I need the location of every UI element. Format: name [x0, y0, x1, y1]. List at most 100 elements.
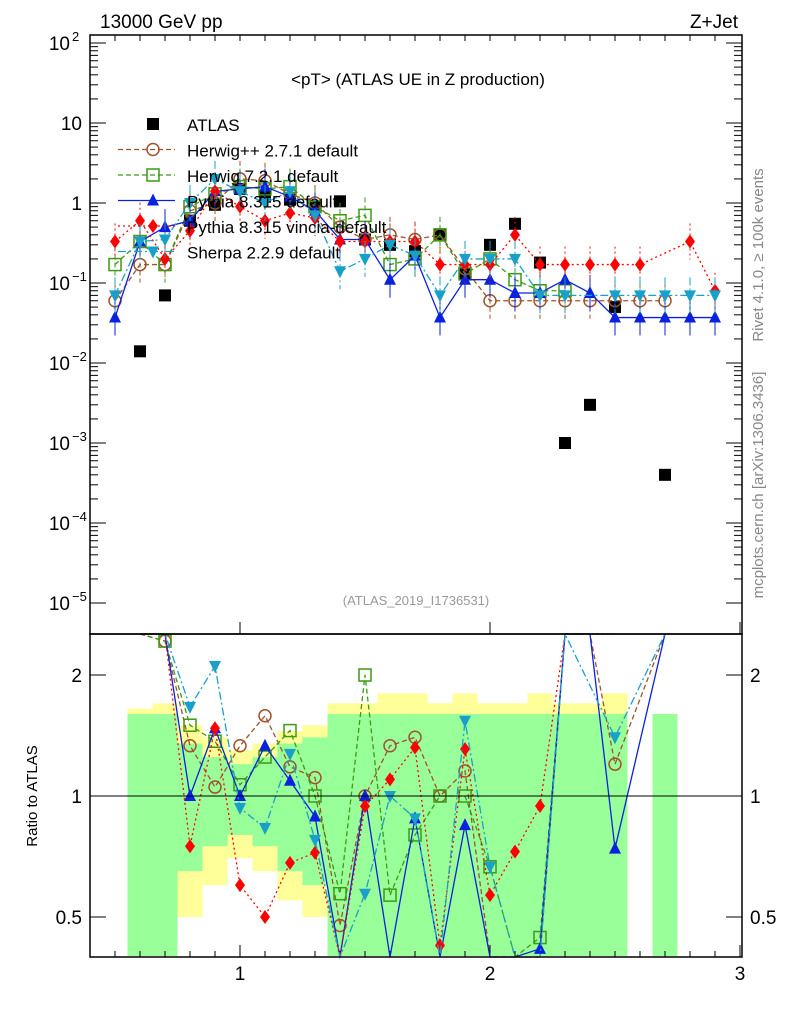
ratio-y-label: Ratio to ATLAS — [24, 745, 41, 846]
data-point — [684, 310, 696, 323]
ratio-point — [185, 839, 195, 854]
ratio-y-tick-label: 2 — [71, 666, 82, 687]
header-right: Z+Jet — [690, 12, 739, 33]
data-point — [635, 257, 645, 272]
data-point — [359, 253, 371, 266]
ratio-point — [184, 701, 196, 714]
ratio-point — [183, 739, 197, 753]
data-point — [209, 173, 221, 186]
data-point — [560, 257, 570, 272]
x-tick-label: 2 — [485, 964, 496, 985]
ratio-point — [360, 799, 370, 814]
ratio-point — [609, 732, 621, 745]
header-left: 13000 GeV pp — [100, 12, 223, 33]
data-point — [259, 198, 271, 210]
data-point — [709, 290, 721, 303]
ratio-band-green — [352, 713, 378, 956]
ratio-point — [184, 789, 196, 801]
ratio-point — [333, 886, 347, 901]
y-tick-exponent: −1 — [72, 269, 87, 284]
data-point — [459, 253, 471, 266]
ratio-band-green — [602, 713, 628, 956]
ratio-point — [484, 861, 496, 874]
data-point — [484, 272, 496, 285]
ratio-point — [233, 739, 247, 753]
legend-marker — [148, 219, 158, 233]
legend-marker — [146, 142, 160, 157]
y-tick-exponent: 2 — [72, 29, 79, 44]
ratio-point — [283, 723, 297, 738]
x-tick-label: 3 — [735, 964, 746, 985]
ratio-point — [383, 888, 397, 902]
ratio-point — [210, 721, 220, 736]
data-point — [234, 186, 246, 199]
data-point — [609, 290, 621, 303]
data-point — [610, 257, 620, 272]
data-point — [484, 253, 496, 266]
ratio-band-green — [652, 713, 678, 956]
data-point — [659, 290, 671, 303]
y-tick-exponent: −4 — [72, 509, 87, 524]
rivet-label: Rivet 4.1.0, ≥ 100k events — [750, 168, 767, 341]
ratio-point — [309, 834, 321, 847]
data-point — [134, 345, 146, 358]
ratio-point — [383, 739, 397, 753]
ratio-y-tick-label: 0.5 — [56, 908, 82, 929]
y-tick-label: 10 — [49, 354, 70, 375]
ratio-point — [485, 888, 495, 903]
ratio-point — [259, 738, 271, 751]
ratio-point — [534, 941, 546, 954]
ratio-band-green — [577, 713, 603, 956]
legend-label: Herwig 7.2.1 default — [187, 167, 338, 186]
legend-marker — [146, 168, 160, 182]
ratio-band-green — [152, 713, 178, 956]
chart-title: <pT> (ATLAS UE in Z production) — [291, 70, 545, 89]
data-point — [609, 310, 621, 323]
ratio-point — [435, 938, 445, 953]
series-line — [114, 178, 715, 297]
data-point — [384, 272, 396, 285]
y-tick-label: 10 — [49, 34, 70, 55]
ratio-point — [208, 780, 222, 794]
ratio-band-green — [477, 713, 503, 956]
data-point — [334, 195, 346, 208]
data-point — [435, 257, 445, 272]
data-point — [109, 310, 121, 323]
ratio-point — [459, 715, 471, 728]
data-point — [509, 253, 521, 266]
ratio-point — [608, 757, 622, 771]
series-4 — [110, 173, 720, 958]
legend-marker — [147, 193, 159, 206]
data-point — [160, 251, 170, 266]
ratio-band-green — [427, 713, 453, 956]
data-point — [335, 234, 345, 249]
series-5 — [109, 160, 721, 960]
data-point — [384, 239, 396, 252]
data-point — [659, 310, 671, 323]
data-point — [634, 310, 646, 323]
ratio-band-green — [202, 757, 228, 847]
ratio-point — [234, 803, 246, 816]
ratio-point — [260, 910, 270, 924]
y-tick-label: 10 — [49, 594, 70, 615]
ratio-line — [139, 633, 666, 958]
legend-marker — [147, 246, 159, 259]
ratio-y-tick-label: 0.5 — [750, 908, 776, 929]
ratio-point — [183, 718, 197, 732]
ratio-point — [459, 818, 471, 831]
y-tick-label: 10 — [61, 114, 82, 135]
mcplots-label: mcplots.cern.ch [arXiv:1306.3436] — [750, 372, 767, 599]
ratio-point — [535, 798, 545, 813]
data-point — [409, 250, 421, 263]
ratio-point — [359, 789, 371, 801]
data-point — [110, 234, 120, 249]
y-tick-exponent: −5 — [72, 589, 87, 604]
data-point — [585, 257, 595, 272]
ratio-point — [259, 822, 271, 835]
y-tick-label: 10 — [49, 274, 70, 295]
ratio-point — [510, 844, 520, 859]
legend-label: ATLAS — [187, 116, 240, 135]
data-point — [509, 285, 521, 298]
data-point — [659, 468, 671, 481]
